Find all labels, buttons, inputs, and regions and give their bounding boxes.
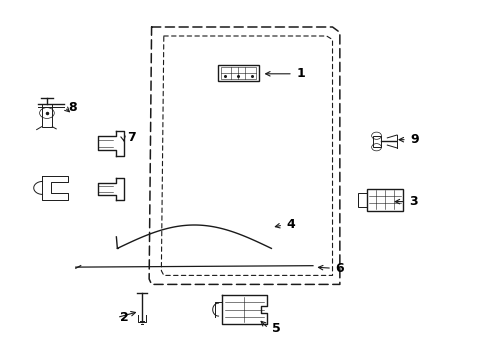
Text: 7: 7 — [126, 131, 135, 144]
Bar — [217, 65, 259, 81]
Bar — [372, 136, 381, 147]
Text: 2: 2 — [120, 311, 129, 324]
Text: 9: 9 — [409, 133, 418, 146]
Bar — [357, 193, 366, 207]
Text: 3: 3 — [408, 195, 417, 208]
Text: 8: 8 — [68, 101, 77, 114]
Text: 1: 1 — [296, 67, 305, 80]
Text: 4: 4 — [286, 219, 295, 231]
Bar — [41, 104, 52, 127]
Bar — [366, 189, 403, 211]
Bar — [220, 67, 256, 79]
Text: 6: 6 — [335, 262, 344, 275]
Text: 5: 5 — [271, 322, 280, 335]
